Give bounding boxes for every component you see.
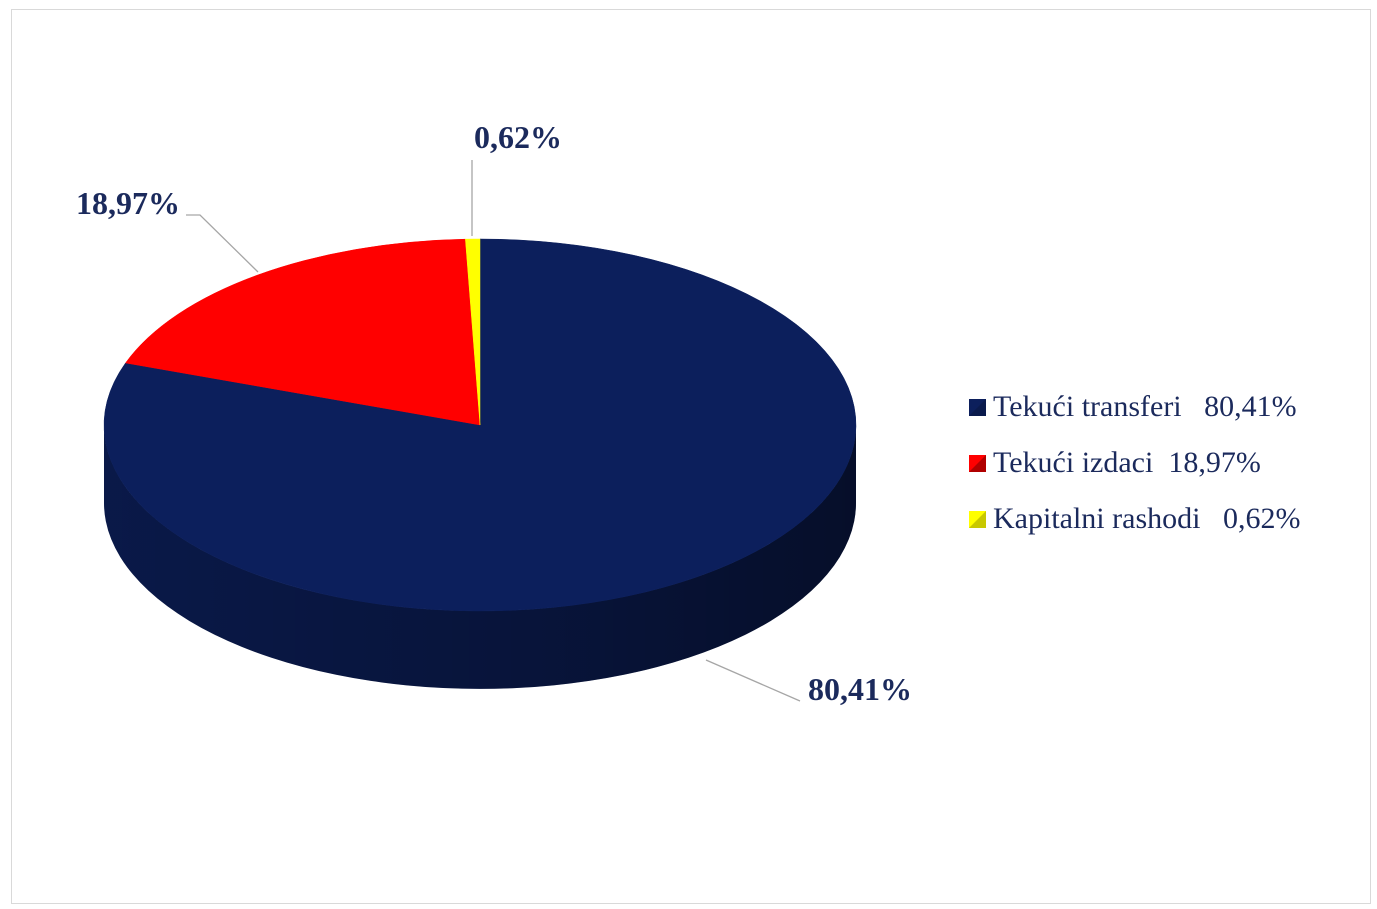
pie-side-shade	[104, 425, 856, 689]
data-label-tekuci-izdaci: 18,97%	[76, 185, 180, 221]
legend-swatch-shade	[969, 455, 986, 472]
pie-slice-tekuci-transferi	[103, 238, 857, 612]
legend-label: Tekući transferi 80,41%	[993, 390, 1297, 423]
legend-item-tekuci-transferi: Tekući transferi 80,41%	[969, 390, 1297, 423]
pie-slice-kapitalni-rashodi	[465, 238, 481, 426]
legend-label: Kapitalni rashodi 0,62%	[993, 502, 1300, 535]
data-label-kapitalni-rashodi: 0,62%	[474, 119, 562, 155]
legend-item-tekuci-izdaci: Tekući izdaci 18,97%	[969, 446, 1261, 479]
pie-slice-tekuci-izdaci	[125, 238, 481, 426]
legend-item-kapitalni-rashodi: Kapitalni rashodi 0,62%	[969, 502, 1300, 535]
legend-swatch-shade	[969, 399, 986, 416]
leader-line	[186, 214, 259, 273]
leader-line	[705, 659, 801, 702]
legend-label: Tekući izdaci 18,97%	[993, 446, 1261, 479]
legend-swatch-shade	[969, 511, 986, 528]
data-label-tekuci-transferi: 80,41%	[808, 671, 912, 707]
